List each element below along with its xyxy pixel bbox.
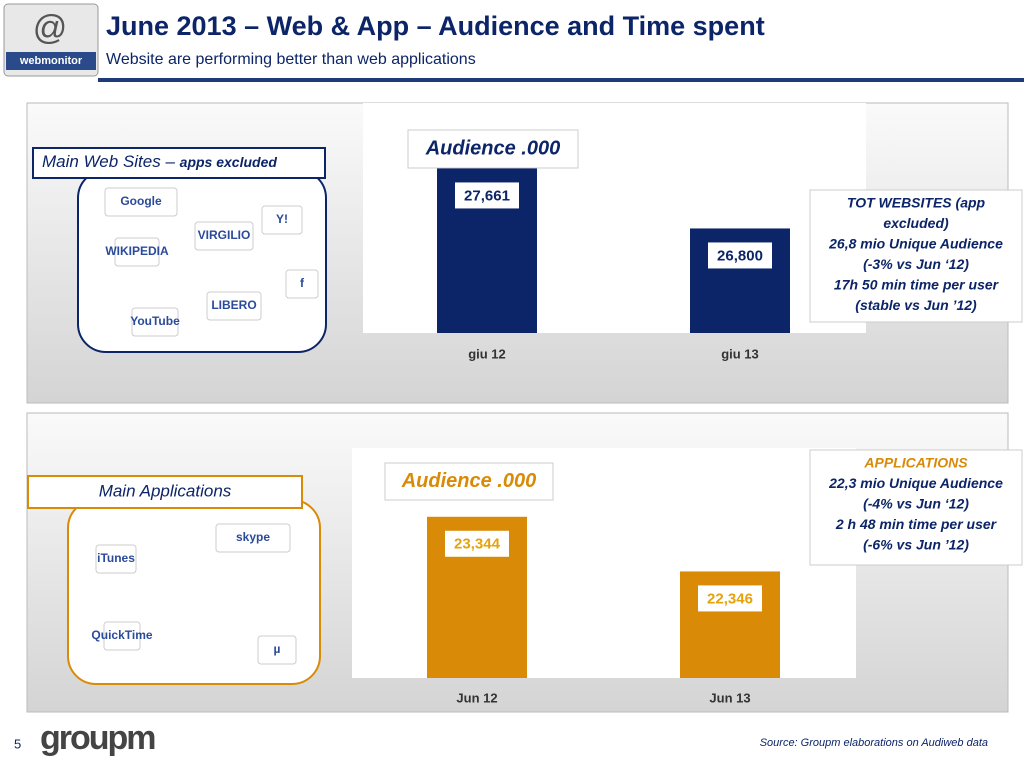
header-rule (98, 78, 1024, 82)
annotation-line: excluded) (883, 215, 949, 231)
annotation-box (809, 189, 1023, 323)
value-label: 27,661 (464, 187, 510, 204)
x-tick-label: Jun 12 (456, 690, 497, 705)
value-label-box (445, 530, 509, 557)
app-logo (285, 269, 319, 299)
app-logo-text: skype (236, 530, 270, 544)
annotation-line: 22,3 mio Unique Audience (828, 475, 1003, 491)
app-logo-text: QuickTime (91, 628, 152, 642)
annotation-line: (-3% vs Jun ‘12) (863, 256, 969, 272)
app-logo-text: Google (120, 194, 162, 208)
value-label: 26,800 (717, 247, 763, 264)
slide-title: June 2013 – Web & App – Audience and Tim… (106, 11, 765, 41)
annotation-box (809, 449, 1023, 566)
annotation-line: TOT WEBSITES (app (847, 195, 986, 211)
app-logo (206, 291, 262, 321)
app-logo-text: WIKIPEDIA (105, 244, 169, 258)
value-label-box (708, 242, 772, 269)
app-logo (194, 221, 254, 251)
x-tick-label: Jun 13 (709, 690, 750, 705)
app-logo-text: f (300, 276, 305, 290)
annotation-line: (-6% vs Jun ’12) (863, 537, 969, 553)
value-label-box (455, 182, 519, 209)
chart-title: Audience .000 (425, 137, 561, 159)
logo-at: @ (33, 9, 68, 47)
annotation-line: APPLICATIONS (863, 455, 968, 471)
app-logo (103, 621, 141, 651)
logo-bar (6, 52, 96, 70)
app-logo (257, 635, 297, 665)
panel-label-box (27, 475, 303, 509)
app-logo (104, 187, 178, 217)
annotation-line: (stable vs Jun ’12) (855, 297, 977, 313)
slide-subtitle: Website are performing better than web a… (106, 51, 476, 68)
app-logo-text: VIRGILIO (198, 228, 251, 242)
app-logo (131, 307, 179, 337)
value-label: 22,346 (707, 590, 753, 607)
chart-title-box (407, 129, 579, 169)
app-logo (215, 523, 291, 553)
logo-text: webmonitor (19, 55, 83, 67)
chart-title-box (384, 462, 554, 501)
label-note: apps excluded (180, 154, 278, 170)
value-label: 23,344 (454, 536, 501, 553)
panel-label: Main Web Sites – apps excluded (42, 152, 277, 171)
panel-label-box (32, 147, 326, 179)
annotation-line: 26,8 mio Unique Audience (828, 236, 1003, 252)
source: Source: Groupm elaborations on Audiweb d… (760, 737, 988, 749)
app-logo (95, 544, 137, 574)
app-logo-text: µ (274, 642, 281, 656)
label-main: Main Web Sites – (42, 152, 175, 171)
x-tick-label: giu 13 (721, 346, 759, 361)
app-logo (114, 237, 160, 267)
annotation-line: 2 h 48 min time per user (835, 516, 998, 532)
app-logo (261, 205, 303, 235)
x-tick-label: giu 12 (468, 346, 506, 361)
app-logo-text: Y! (276, 212, 288, 226)
value-label-box (698, 585, 762, 612)
annotation-line: (-4% vs Jun ‘12) (863, 496, 969, 512)
brand: groupm (40, 719, 155, 757)
app-logo-text: LIBERO (211, 298, 256, 312)
annotation-line: 17h 50 min time per user (834, 277, 1000, 293)
app-logo-text: YouTube (130, 314, 180, 328)
app-logo-text: iTunes (97, 551, 135, 565)
page-number: 5 (14, 736, 21, 751)
panel-label: Main Applications (99, 481, 232, 500)
chart-title: Audience .000 (401, 470, 537, 492)
